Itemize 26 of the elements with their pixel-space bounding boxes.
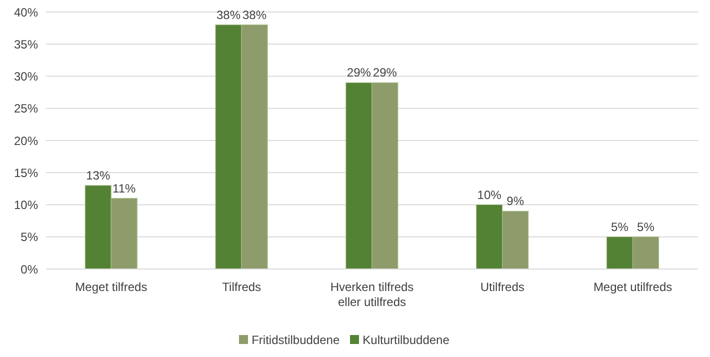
data-label: 10%	[477, 188, 502, 202]
x-tick-label: Meget tilfreds	[75, 280, 148, 294]
y-tick-label: 0%	[20, 262, 38, 276]
data-label: 13%	[86, 168, 110, 182]
y-tick-label: 20%	[14, 134, 38, 148]
data-label: 11%	[112, 181, 136, 196]
y-tick-label: 25%	[14, 102, 38, 116]
y-tick-label: 10%	[14, 198, 38, 212]
data-label: 5%	[637, 220, 655, 234]
y-tick-label: 5%	[20, 230, 38, 244]
x-tick-label: Hverken tilfreds eller utilfreds	[330, 280, 414, 309]
data-label: 5%	[611, 220, 629, 234]
x-tick-label: Utilfreds	[480, 280, 524, 294]
legend-label: Kulturtilbuddene	[362, 333, 450, 347]
y-tick-label: 15%	[14, 166, 38, 180]
data-label: 9%	[506, 194, 524, 208]
y-tick-label: 30%	[14, 70, 38, 84]
data-label: 29%	[372, 66, 398, 80]
y-tick-label: 35%	[14, 37, 38, 52]
data-label: 29%	[346, 66, 372, 80]
legend-label: Fritidstilbuddene	[252, 333, 340, 347]
data-label: 38%	[216, 8, 241, 22]
y-tick-label: 40%	[14, 5, 38, 20]
x-tick-label: Tilfreds	[222, 280, 262, 294]
data-label: 38%	[242, 8, 267, 22]
x-tick-label: Meget utilfreds	[593, 280, 672, 294]
